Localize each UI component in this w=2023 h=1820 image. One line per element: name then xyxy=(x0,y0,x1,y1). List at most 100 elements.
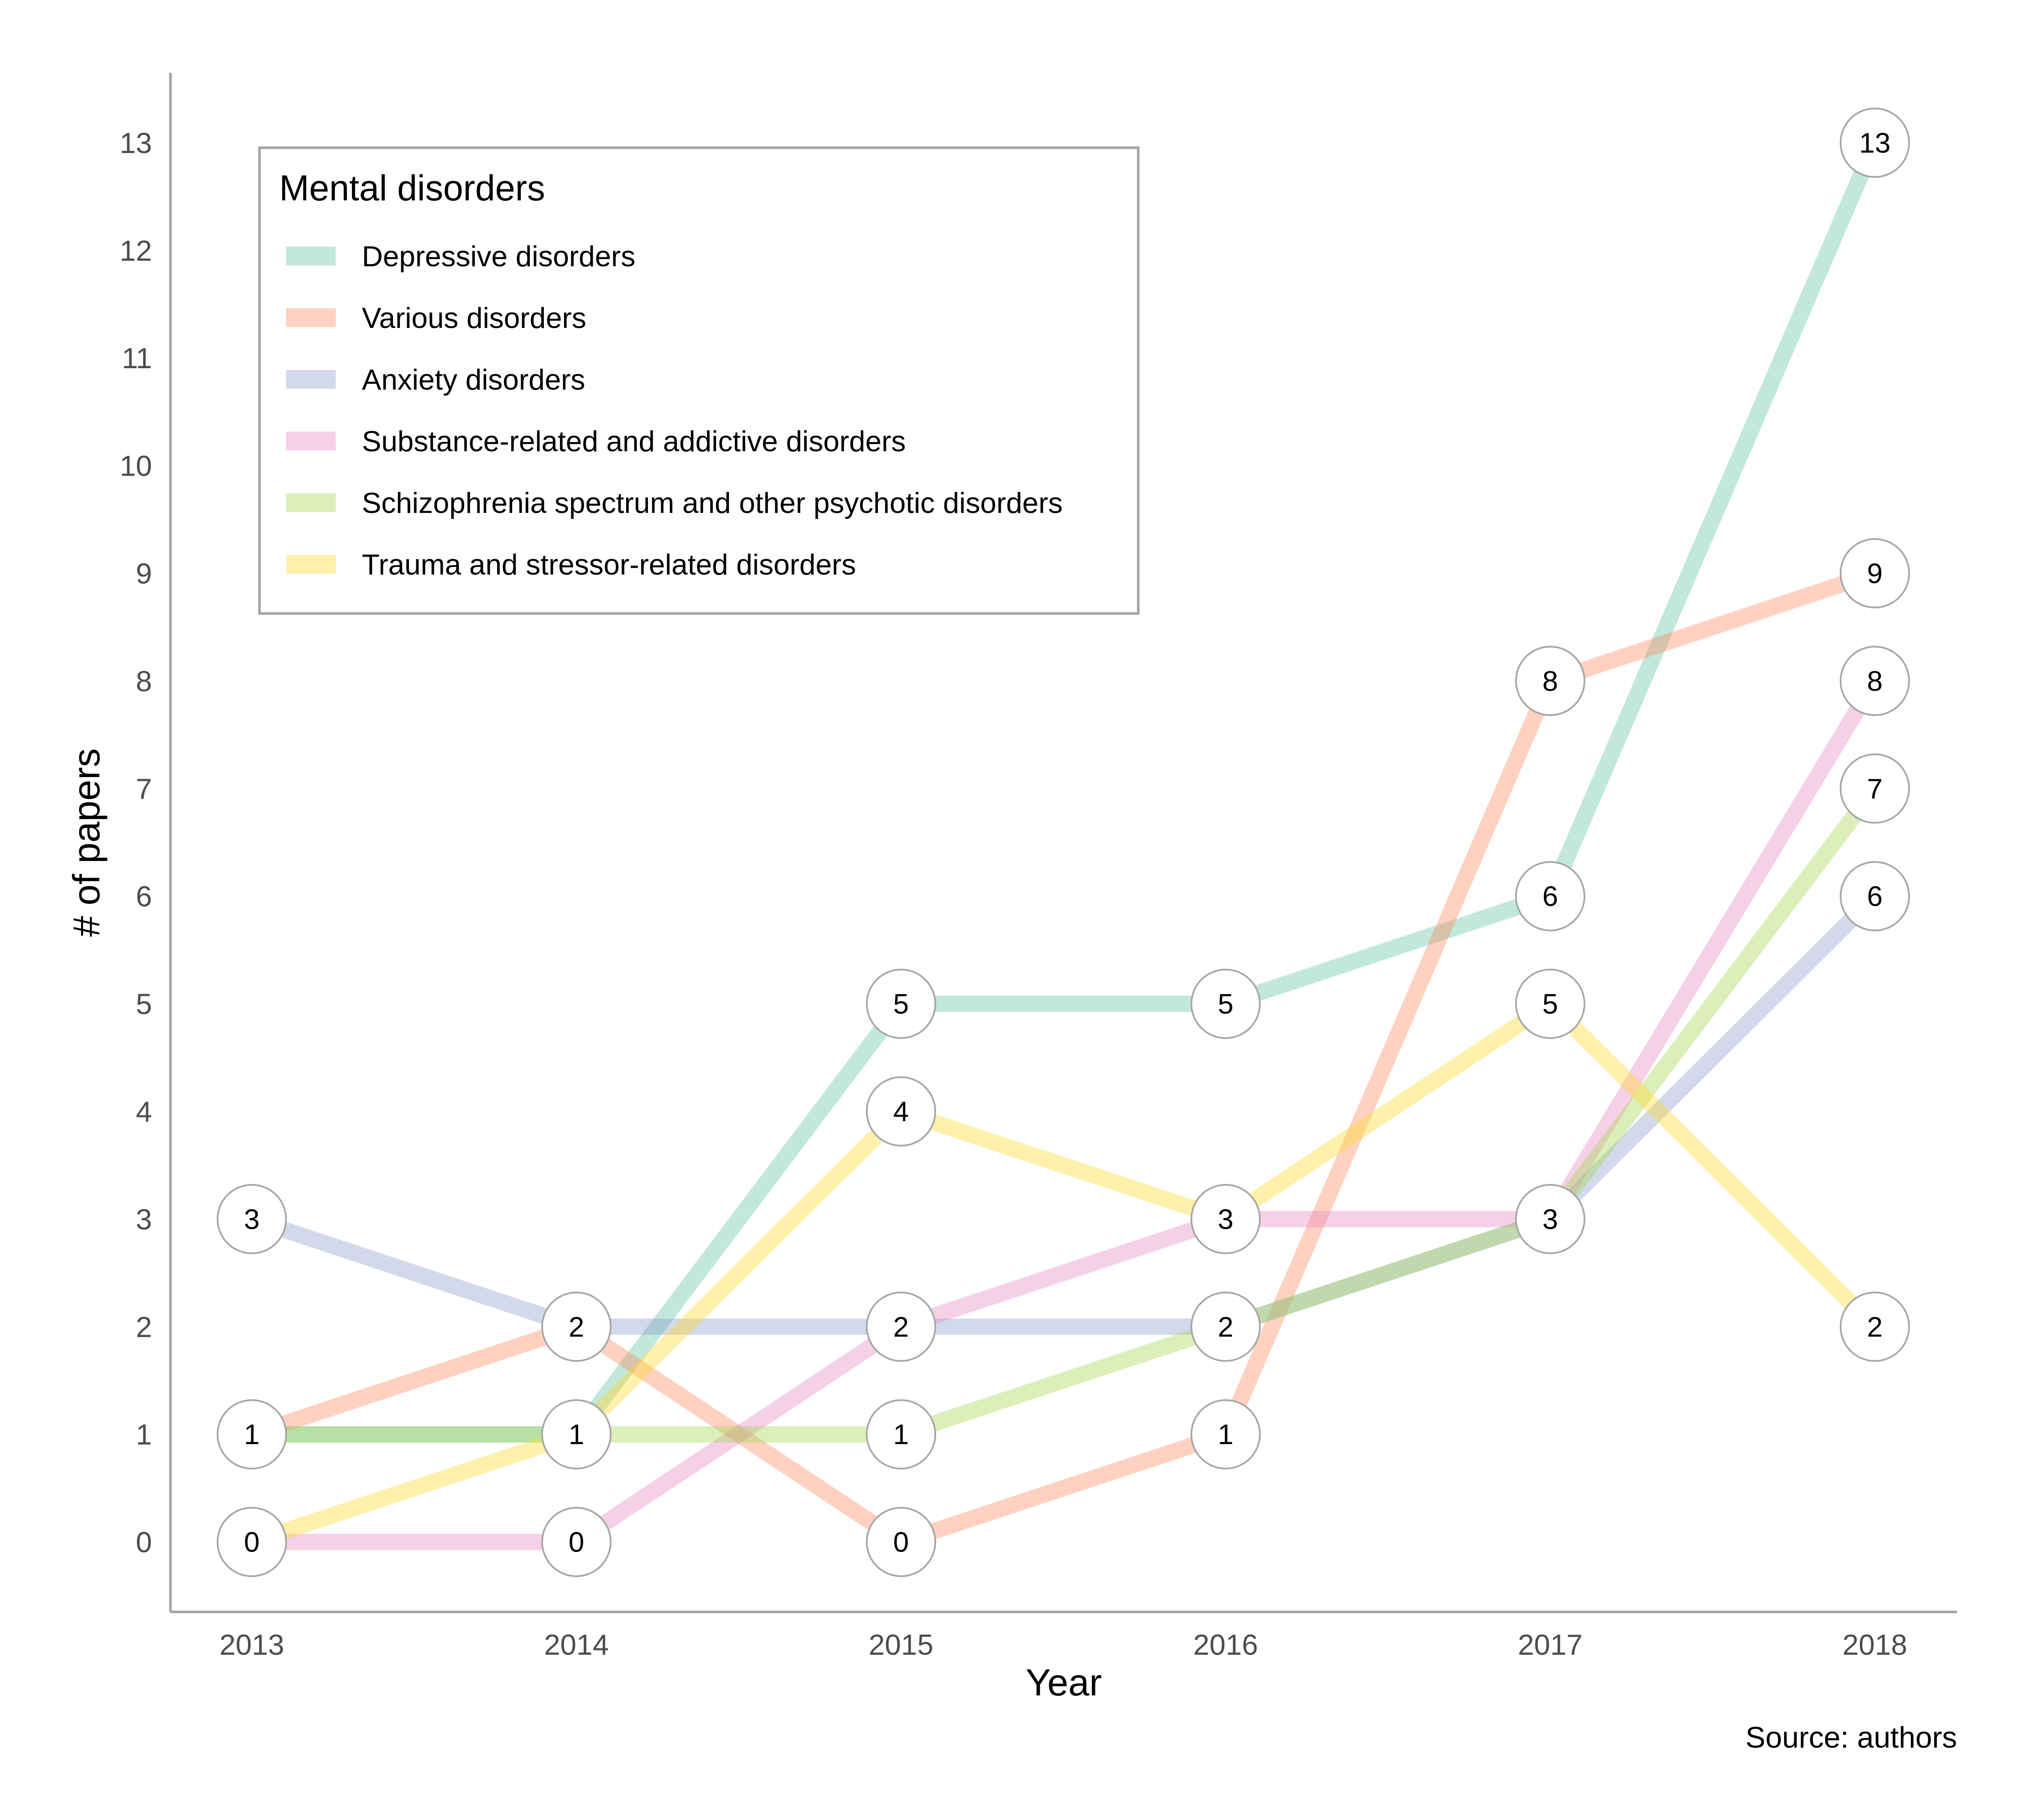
point-label: 2 xyxy=(893,1311,909,1343)
point-label: 2 xyxy=(1218,1311,1234,1343)
point-label: 9 xyxy=(1867,557,1883,589)
point-label: 1 xyxy=(244,1418,260,1450)
point-label: 6 xyxy=(1543,880,1558,912)
point-label-circle xyxy=(1191,1184,1261,1254)
point-label: 0 xyxy=(569,1526,585,1558)
point-label-circle xyxy=(217,1399,287,1470)
point-label: 3 xyxy=(1543,1203,1558,1235)
point-labels: 3 1 0 2 1 0 5 4 2 1 0 5 3 2 1 8 6 5 3 13 9 8 7 6 2 xyxy=(217,107,1910,1577)
y-tick-label: 10 xyxy=(119,450,152,483)
y-tick-label: 1 xyxy=(136,1418,152,1451)
point-label-circle xyxy=(1191,968,1261,1039)
point-label-circle xyxy=(866,1399,936,1470)
legend-label: Depressive disorders xyxy=(362,240,636,273)
point-label: 1 xyxy=(893,1418,909,1450)
legend-title: Mental disorders xyxy=(279,168,545,208)
series-line-3 xyxy=(252,676,1882,1550)
legend-swatch xyxy=(286,370,336,389)
legend-label: Schizophrenia spectrum and other psychot… xyxy=(362,487,1063,519)
y-tick-label: 4 xyxy=(136,1096,152,1128)
point-label-circle xyxy=(541,1291,612,1362)
series-lines xyxy=(249,139,1883,1550)
point-label: 0 xyxy=(893,1526,909,1558)
y-tick-label: 5 xyxy=(136,988,152,1021)
series-line-4 xyxy=(252,783,1882,1443)
x-tick-label: 2016 xyxy=(1193,1629,1258,1661)
x-tick-label: 2014 xyxy=(544,1629,609,1661)
point-label-circle xyxy=(217,1184,287,1254)
point-label-circle xyxy=(1840,646,1910,716)
point-label-circle xyxy=(1840,1291,1910,1362)
point-label-circle xyxy=(866,1076,936,1147)
point-label-circle xyxy=(1840,861,1910,932)
point-label-circle xyxy=(1515,861,1585,932)
point-label: 1 xyxy=(569,1418,585,1450)
y-tick-label: 8 xyxy=(136,665,152,697)
y-tick-label: 9 xyxy=(136,557,152,590)
point-label-circle xyxy=(1840,107,1910,178)
x-axis-title: Year xyxy=(1026,1661,1102,1704)
y-tick-label: 13 xyxy=(119,127,152,159)
point-label: 2 xyxy=(1867,1311,1883,1343)
legend-label: Trauma and stressor-related disorders xyxy=(362,548,856,581)
point-label: 0 xyxy=(244,1526,260,1558)
point-label-circle xyxy=(1515,646,1585,716)
y-tick-label: 6 xyxy=(136,880,152,913)
point-label: 13 xyxy=(1859,127,1890,158)
y-tick-label: 12 xyxy=(119,235,152,267)
point-label: 6 xyxy=(1867,880,1883,912)
legend-label: Various disorders xyxy=(362,302,586,334)
series-line-2 xyxy=(249,890,1881,1335)
series-line-1 xyxy=(249,565,1877,1550)
point-label: 8 xyxy=(1867,665,1883,697)
point-label: 3 xyxy=(1218,1203,1234,1235)
point-label: 5 xyxy=(893,988,909,1020)
x-tick-label: 2017 xyxy=(1518,1629,1582,1661)
x-tick-label: 2013 xyxy=(219,1629,284,1661)
y-tick-label: 2 xyxy=(136,1311,152,1343)
source-caption: Source: authors xyxy=(1746,1721,1957,1754)
point-label-circle xyxy=(217,1507,287,1577)
y-axis-title: # of papers xyxy=(65,748,107,937)
legend-label: Substance-related and addictive disorder… xyxy=(362,425,906,458)
x-tick-label: 2015 xyxy=(868,1629,933,1661)
y-tick-label: 7 xyxy=(136,773,152,805)
legend-label: Anxiety disorders xyxy=(362,363,585,396)
point-label: 5 xyxy=(1543,988,1558,1020)
point-label-circle xyxy=(1840,538,1910,609)
point-label: 5 xyxy=(1218,988,1234,1020)
point-label-circle xyxy=(1191,1291,1261,1362)
point-label-circle xyxy=(1840,753,1910,824)
y-tick-label: 11 xyxy=(122,342,152,375)
point-label: 3 xyxy=(244,1203,260,1235)
legend-swatch xyxy=(286,432,336,450)
point-label-circle xyxy=(866,1507,936,1577)
legend-box xyxy=(258,146,1140,615)
point-label: 7 xyxy=(1867,773,1883,804)
x-tick-labels: 2013 2014 2015 2016 2017 2018 xyxy=(219,1629,1907,1661)
point-label-circle xyxy=(1191,1399,1261,1470)
point-label: 4 xyxy=(893,1096,909,1127)
legend-swatch xyxy=(286,555,336,574)
y-tick-label: 0 xyxy=(136,1526,152,1559)
legend-swatch xyxy=(286,493,336,512)
series-line-0 xyxy=(252,139,1883,1443)
point-label-circle xyxy=(541,1399,612,1470)
point-label-circle xyxy=(1515,968,1585,1039)
legend-items: Depressive disorders Various disorders Anx… xyxy=(286,240,1063,581)
series-line-5 xyxy=(249,995,1881,1550)
point-label-circle xyxy=(541,1507,612,1577)
legend-swatch xyxy=(286,308,336,327)
point-label: 1 xyxy=(1218,1418,1234,1450)
y-tick-label: 3 xyxy=(136,1203,152,1236)
x-tick-label: 2018 xyxy=(1842,1629,1907,1661)
point-label: 8 xyxy=(1543,665,1558,697)
axes xyxy=(169,73,1957,1613)
legend-swatch xyxy=(286,247,336,265)
point-label: 2 xyxy=(569,1311,585,1343)
point-label-circle xyxy=(866,1291,936,1362)
point-label-circle xyxy=(1515,1184,1585,1254)
point-label-circle xyxy=(866,968,936,1039)
